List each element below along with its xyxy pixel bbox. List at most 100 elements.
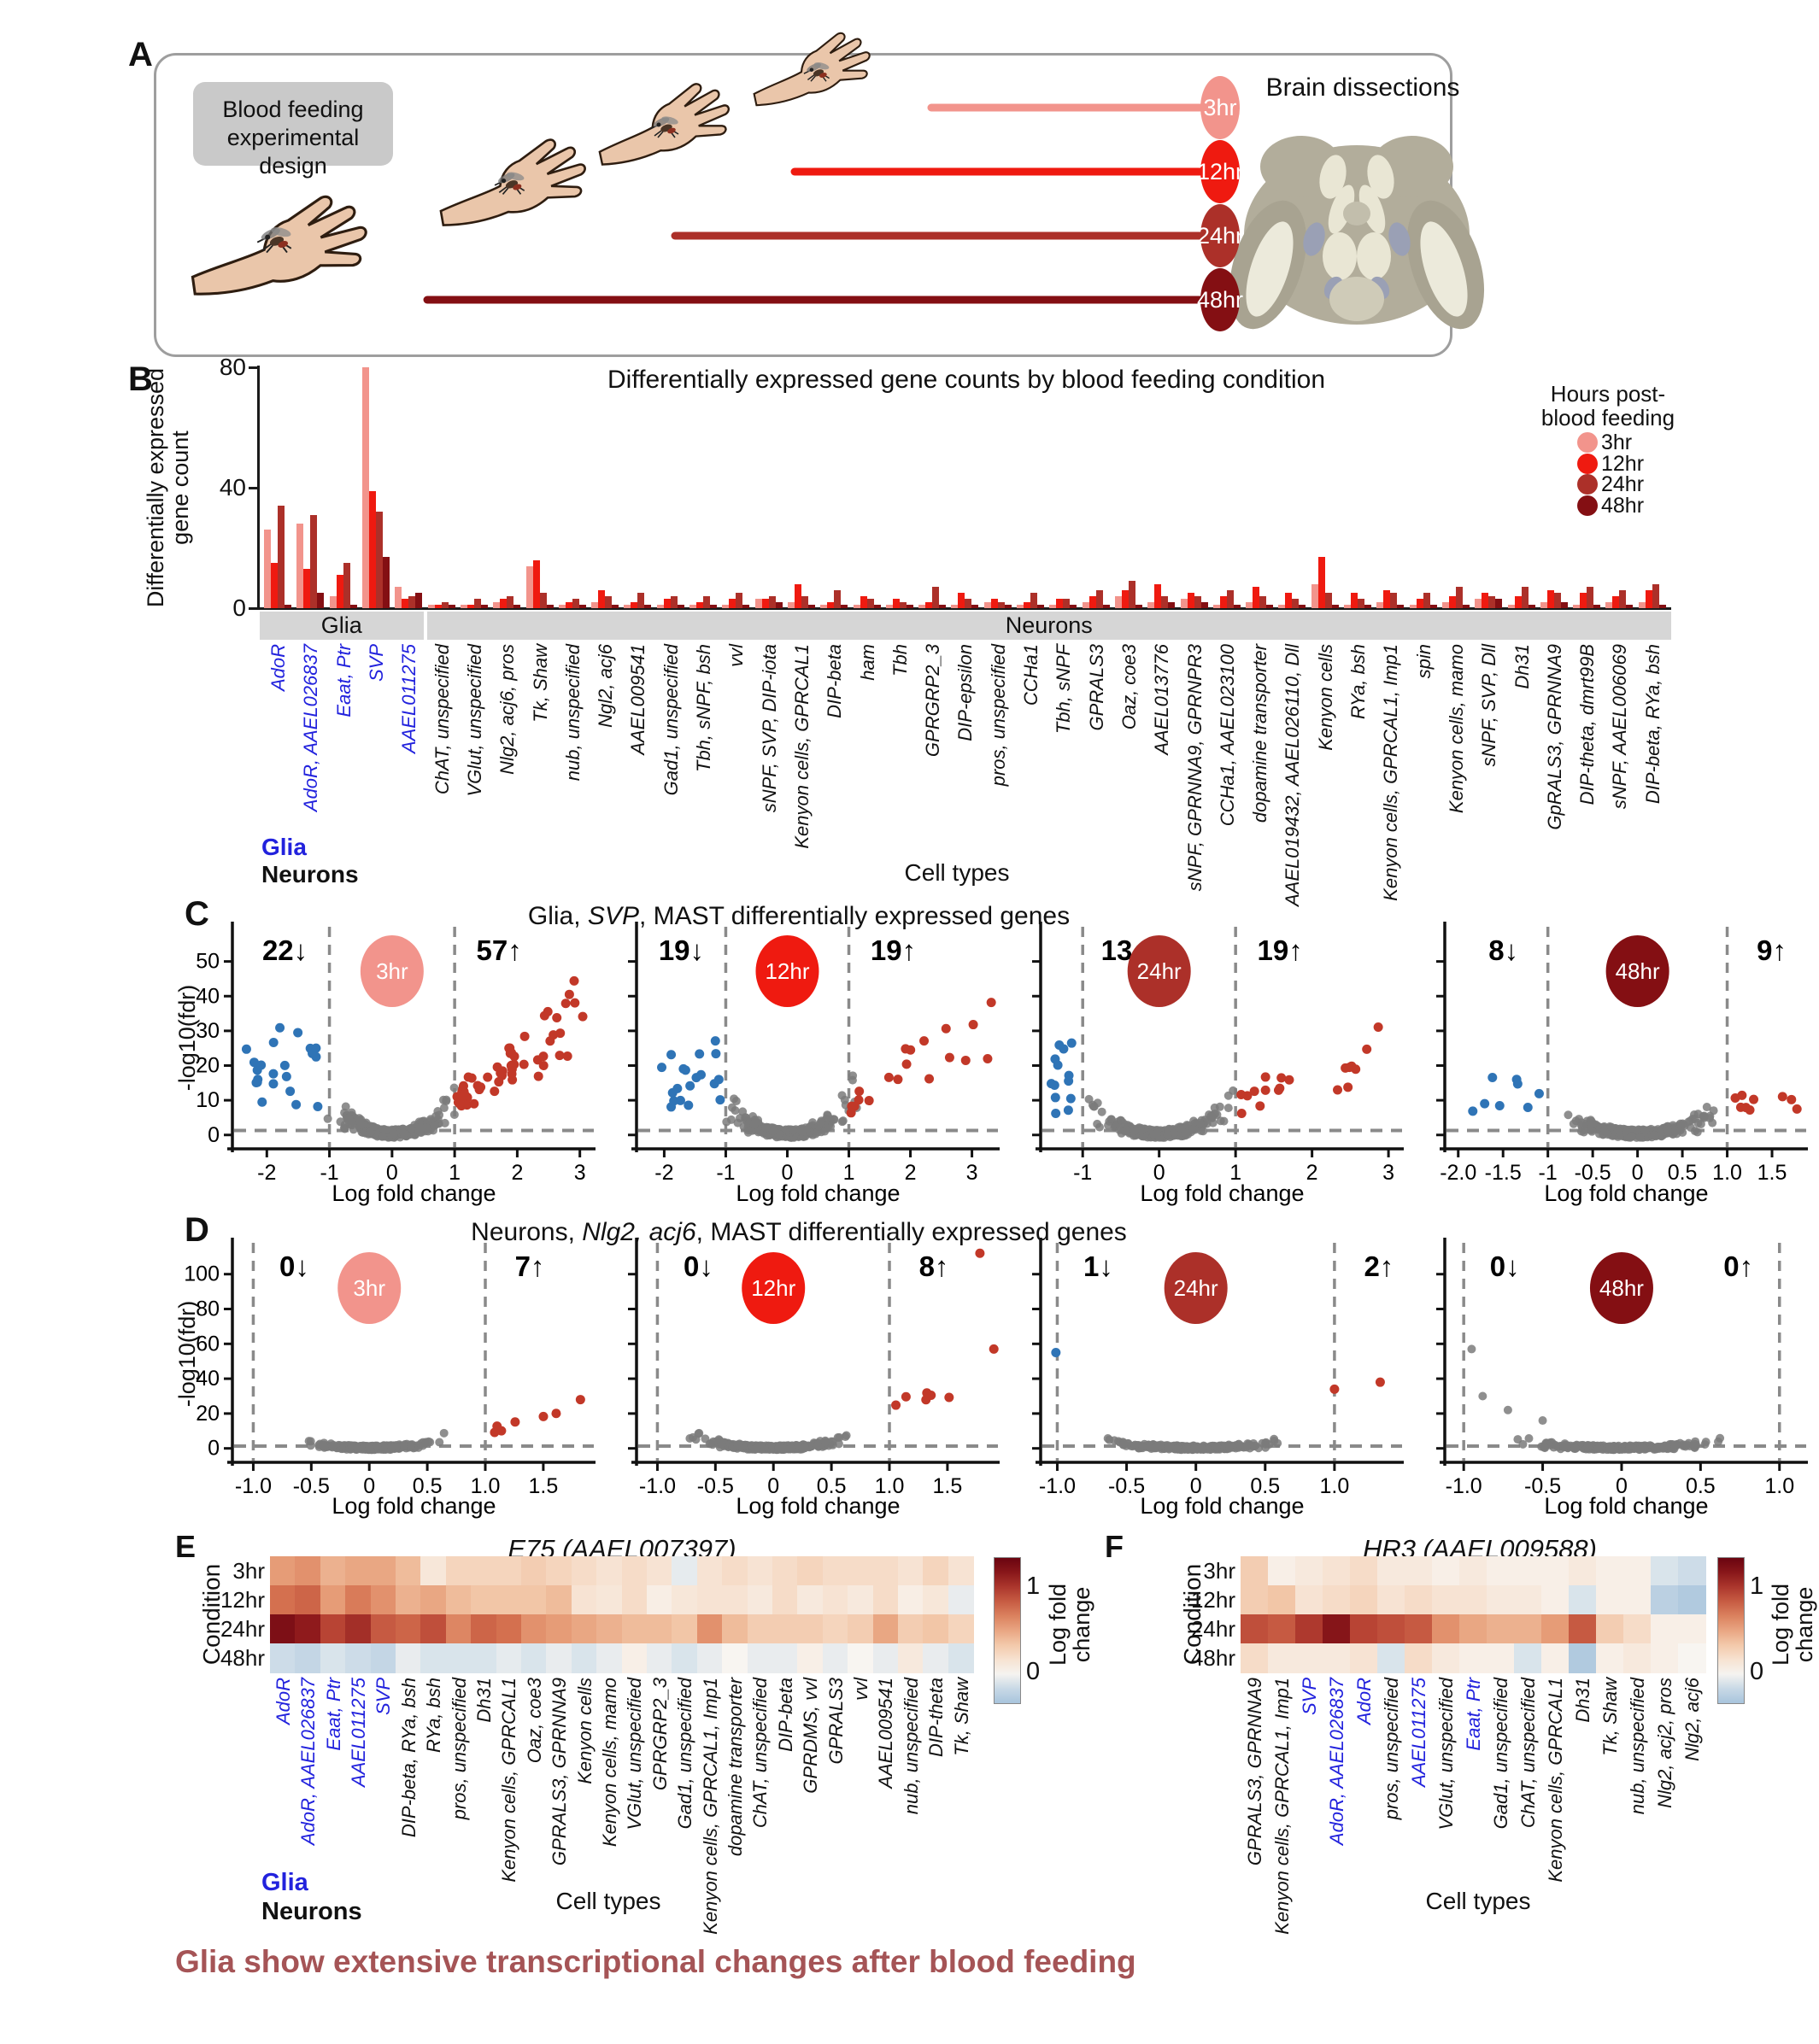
heatmap-cell [420, 1585, 447, 1615]
bar [578, 605, 586, 608]
panel-f-x-axis-label: Cell types [1425, 1888, 1531, 1914]
heatmap-cell [1569, 1556, 1597, 1586]
heatmap-col-label: AdoR, AAEL026837 [297, 1678, 320, 1846]
bar [1095, 589, 1103, 608]
gene-point [344, 1114, 354, 1123]
gene-point [1652, 1444, 1661, 1454]
upregulated-gene-point [883, 1072, 894, 1082]
b-x-tick-label: nub, unspecified [561, 644, 584, 782]
heatmap-cell [923, 1614, 949, 1644]
gene-point [1702, 1103, 1711, 1112]
colorbar [1717, 1557, 1745, 1704]
b-group-band: Glia [260, 612, 424, 640]
gene-point [1559, 1442, 1569, 1451]
heatmap-cell [1541, 1643, 1570, 1673]
gene-point [1634, 1445, 1644, 1455]
bar [317, 593, 325, 608]
gene-point [442, 1097, 451, 1106]
bar [532, 559, 540, 608]
gene-point [1593, 1444, 1603, 1454]
heatmap-row-label: 3hr [232, 1558, 265, 1584]
heatmap-cell [822, 1585, 848, 1615]
bar [1612, 595, 1620, 608]
downregulated-gene-point [710, 1036, 720, 1046]
down-count-annotation: 19↓ [659, 934, 704, 966]
heatmap-cell [496, 1556, 522, 1586]
volcano-x-tick-label: -0.5 [1108, 1474, 1145, 1498]
heatmap-cell [1241, 1585, 1269, 1615]
bar [997, 601, 1005, 608]
heatmap-cell [848, 1614, 874, 1644]
upregulated-gene-point [960, 1055, 971, 1065]
downregulated-gene-point [311, 1043, 321, 1053]
volcano-x-tick-label: 1 [449, 1161, 461, 1185]
bar [1331, 605, 1339, 608]
heatmap-cell [571, 1556, 597, 1586]
heatmap-col-label: AAEL011275 [347, 1678, 369, 1788]
heatmap-cell [696, 1643, 723, 1673]
bar [990, 599, 998, 608]
heatmap-cell [797, 1585, 824, 1615]
downregulated-gene-point [1512, 1079, 1523, 1089]
design-label-line1: Blood feeding [222, 97, 364, 122]
gene-point [1093, 1119, 1102, 1128]
upregulated-gene-point [507, 1062, 517, 1072]
bar [656, 605, 664, 608]
heatmap-cell [396, 1614, 421, 1644]
b-x-tick-label: VGlut, unspecified [463, 644, 485, 797]
heatmap-cell [672, 1556, 698, 1586]
heatmap-cell [747, 1556, 773, 1586]
downregulated-gene-point [695, 1069, 706, 1080]
downregulated-gene-point [680, 1065, 690, 1075]
heatmap-cell [647, 1643, 672, 1673]
gene-point [749, 1120, 759, 1129]
gene-point [387, 1443, 396, 1452]
heatmap-cell [1678, 1614, 1706, 1644]
bar [500, 599, 508, 608]
bar [525, 565, 533, 608]
volcano-x-tick-label: 1.0 [1320, 1474, 1350, 1498]
heatmap-cell [696, 1556, 723, 1586]
bar [1004, 605, 1012, 608]
volcano-x-tick-label: -1.5 [1485, 1161, 1522, 1185]
bar [742, 605, 750, 608]
bar [591, 601, 599, 608]
gene-point [1699, 1112, 1709, 1122]
heatmap-col-label: GPRALS3 [824, 1678, 847, 1765]
bar [1226, 589, 1234, 608]
heatmap-cell [1651, 1614, 1679, 1644]
upregulated-gene-point [562, 1051, 572, 1061]
upregulated-gene-point [864, 1096, 874, 1106]
bar [1049, 605, 1057, 608]
gene-point [1603, 1130, 1612, 1139]
heatmap-cell [1432, 1643, 1460, 1673]
downregulated-gene-point [1064, 1076, 1074, 1086]
bar [787, 601, 795, 608]
bar [466, 605, 474, 608]
heatmap-cell [295, 1556, 321, 1586]
bar [827, 601, 835, 608]
bar [624, 605, 631, 608]
down-count-annotation: 0↓ [279, 1250, 309, 1282]
heatmap-cell [496, 1585, 522, 1615]
bar [1017, 605, 1024, 608]
bar [983, 601, 991, 608]
gene-point [1241, 1443, 1251, 1452]
heatmap-cell [370, 1643, 396, 1673]
bar [285, 605, 292, 608]
upregulated-gene-point [1260, 1085, 1270, 1095]
heatmap-cell [722, 1585, 748, 1615]
heatmap-cell [345, 1614, 372, 1644]
bar [1626, 605, 1634, 608]
heatmap-cell [1350, 1643, 1378, 1673]
heatmap-cell [772, 1614, 798, 1644]
heatmap-col-label: Dh31 [1572, 1678, 1593, 1723]
panel-a-letter: A [128, 36, 153, 73]
panel-f-letter: F [1105, 1529, 1124, 1564]
volcano-x-tick-label: 0 [1616, 1474, 1628, 1498]
heatmap-cell [571, 1643, 597, 1673]
heatmap-cell [898, 1643, 924, 1673]
heatmap-cell [923, 1643, 949, 1673]
upregulated-gene-point [944, 1052, 954, 1063]
